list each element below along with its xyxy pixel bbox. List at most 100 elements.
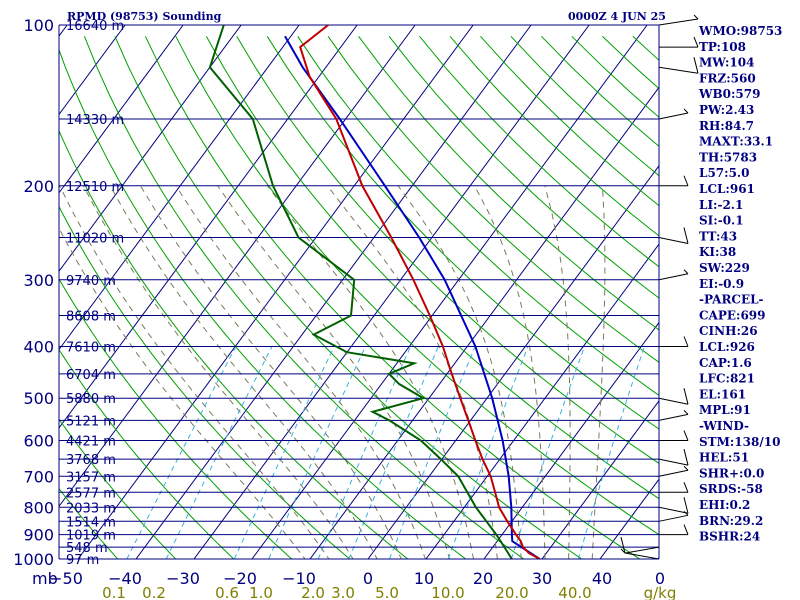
- moist-adiabat-line: [591, 185, 606, 559]
- wind-barb-feather: [683, 175, 689, 186]
- pressure-label: 900: [23, 526, 54, 545]
- moist-adiabat-line: [59, 185, 330, 559]
- isotherm-line: [425, 243, 659, 559]
- height-label: 7610 m: [66, 341, 116, 356]
- dry-adiabat-line: [59, 48, 467, 559]
- moist-adiabat-line: [327, 185, 498, 559]
- dry-adiabat-line: [59, 205, 351, 559]
- temperature-tick-label: −10: [282, 569, 316, 588]
- wind-barb-feather: [683, 482, 689, 493]
- height-label: 97 m: [66, 553, 99, 568]
- temperature-axis-labels: mb−50 −40 −30 −20 −10 0 10 20 30 40 0: [32, 569, 665, 588]
- chart-title: RPMD (98753) Sounding: [67, 10, 222, 23]
- wind-barb: [658, 273, 689, 281]
- height-label: 12510 m: [66, 180, 124, 195]
- index-label: HEL:51: [699, 451, 749, 465]
- wind-barb: [624, 546, 660, 554]
- index-label: SW:229: [699, 261, 750, 275]
- index-label: SHR+:0.0: [699, 466, 764, 480]
- moist-adiabat-line: [474, 185, 546, 559]
- wind-barb: [624, 552, 660, 560]
- wind-barb-feather: [683, 524, 689, 535]
- temperature-tick-label: −40: [108, 569, 142, 588]
- index-label: CINH:26: [699, 324, 758, 338]
- pressure-label: 400: [23, 338, 54, 357]
- dry-adiabat-line: [175, 36, 659, 536]
- temperature-line: [299, 25, 541, 559]
- dry-adiabat-line: [205, 36, 659, 500]
- pressure-label: 200: [23, 177, 54, 196]
- index-label: RH:84.7: [699, 119, 754, 133]
- height-label: 11020 m: [66, 231, 124, 246]
- index-label: LI:-2.1: [699, 198, 743, 212]
- wind-barb-feather: [693, 57, 699, 74]
- height-label: 1019 m: [66, 529, 116, 544]
- wind-barb: [658, 413, 689, 421]
- index-label: SI:-0.1: [699, 214, 744, 228]
- height-label: 6704 m: [66, 368, 116, 383]
- wind-barb-feather: [620, 536, 626, 554]
- dry-adiabat-line: [59, 129, 409, 559]
- height-labels: 16640 m 14330 m 12510 m 11020 m 9740 m 8608 m…: [66, 19, 124, 568]
- plot-frame: [58, 25, 660, 560]
- dry-adiabat-line: [59, 278, 293, 559]
- index-label: MPL:91: [699, 403, 751, 417]
- wind-barb: [658, 66, 699, 74]
- moist-adiabat-line: [397, 185, 522, 559]
- dry-adiabat-line: [0, 36, 11, 570]
- pressure-label: 1000: [13, 550, 54, 569]
- index-label: FRZ:560: [699, 71, 756, 85]
- height-label: 5121 m: [66, 414, 116, 429]
- index-label: CAPE:699: [699, 308, 766, 322]
- height-label: 1514 m: [66, 515, 116, 530]
- dry-adiabat-line: [114, 36, 583, 559]
- index-label: EHI:0.2: [699, 498, 750, 512]
- isotherm-line: [135, 25, 532, 559]
- moist-adiabat-line: [175, 185, 426, 559]
- moist-adiabat-line: [267, 185, 475, 559]
- isotherm-line: [0, 25, 9, 559]
- index-label: CAP:1.6: [699, 356, 752, 370]
- temperature-tick-label: 0: [655, 569, 665, 588]
- index-label: TH:5783: [699, 150, 757, 164]
- wind-barb: [658, 237, 689, 244]
- temperature-tick-label: 0: [363, 569, 373, 588]
- temperature-tick-label: −20: [223, 569, 257, 588]
- isotherm-line: [59, 25, 300, 351]
- dry-adiabat-line: [144, 36, 641, 559]
- index-label: TP:108: [699, 40, 746, 54]
- height-label: 14330 m: [66, 113, 124, 128]
- isotherm-line: [59, 25, 242, 273]
- pressure-label: 800: [23, 498, 54, 517]
- dry-adiabat-line: [297, 36, 659, 396]
- isotherm-line: [541, 400, 659, 559]
- mixing-ratio-label: 2.0: [301, 584, 325, 600]
- index-label: -WIND-: [699, 419, 749, 433]
- pressure-label: 600: [23, 432, 54, 451]
- wind-barbs: [620, 14, 699, 560]
- pressure-unit-label: mb: [32, 569, 58, 588]
- wind-barb-feather: [683, 448, 689, 466]
- mixing-ratio-label: 0.1: [102, 584, 126, 600]
- parcel-trace-line: [284, 35, 541, 559]
- index-label: EI:-0.9: [699, 277, 744, 291]
- dry-adiabat-line: [419, 35, 659, 268]
- sounding-profiles: [208, 25, 541, 559]
- dry-adiabat-line: [236, 36, 659, 465]
- index-label: PW:2.43: [699, 103, 754, 117]
- isotherm-line: [59, 25, 416, 508]
- mixing-ratio-label: 3.0: [331, 584, 355, 600]
- wind-barb-feather: [693, 36, 699, 48]
- index-label: BSHR:24: [699, 530, 760, 544]
- wind-barb-feather: [693, 14, 699, 20]
- wind-barb-feather: [683, 430, 689, 441]
- height-label: 3768 m: [66, 453, 116, 468]
- height-label: 3157 m: [66, 470, 116, 485]
- index-label: TT:43: [699, 229, 737, 243]
- wind-barb-feather: [683, 227, 689, 244]
- mixing-ratio-label: 0.2: [142, 584, 166, 600]
- dry-adiabat-line: [59, 348, 235, 559]
- temperature-tick-label: −50: [49, 569, 83, 588]
- height-label: 9740 m: [66, 274, 116, 289]
